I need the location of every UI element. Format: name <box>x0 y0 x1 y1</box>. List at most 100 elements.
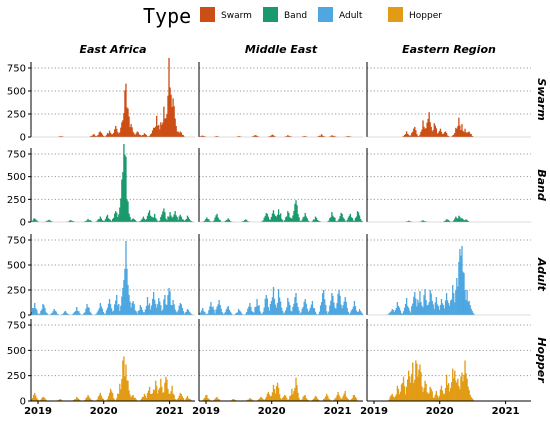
bar-hopper <box>45 399 47 401</box>
bar-adult <box>254 307 256 315</box>
bar-band <box>117 216 119 222</box>
bar-adult <box>270 301 273 315</box>
bar-adult <box>87 307 89 315</box>
bar-adult <box>172 300 174 315</box>
bar-hopper <box>389 396 391 401</box>
bar-band <box>317 220 320 222</box>
bar-adult <box>215 309 217 315</box>
bar-swarm <box>148 135 151 137</box>
bar-adult <box>317 313 320 315</box>
legend-label-swarm: Swarm <box>221 11 252 21</box>
bar-adult <box>406 305 409 315</box>
panel-eastern-region-adult <box>366 234 531 316</box>
bar-swarm <box>428 112 430 137</box>
bar-adult <box>206 314 208 315</box>
bar-adult <box>220 308 222 315</box>
x-tick-label: 2019 <box>192 406 220 417</box>
bar-band <box>301 219 303 222</box>
bar-adult <box>459 249 461 315</box>
bar-band <box>464 220 466 222</box>
bar-adult <box>89 311 91 315</box>
bar-hopper <box>390 395 392 401</box>
bar-swarm <box>347 136 349 137</box>
bar-hopper <box>180 394 182 401</box>
bar-adult <box>434 302 436 315</box>
panel-eastern-region-band <box>366 148 531 223</box>
bar-swarm <box>417 135 419 137</box>
bar-band <box>85 221 87 222</box>
bar-adult <box>218 300 220 315</box>
bar-hopper <box>333 399 335 401</box>
bar-adult <box>336 303 338 315</box>
bar-swarm <box>170 94 172 137</box>
bar-band <box>267 216 269 222</box>
bar-adult <box>86 304 88 315</box>
bar-swarm <box>413 128 415 137</box>
bar-band <box>139 221 141 222</box>
bar-adult <box>173 304 175 315</box>
bar-band <box>334 217 336 222</box>
bar-hopper <box>443 393 446 401</box>
bar-adult <box>174 309 176 315</box>
bar-adult <box>398 307 401 315</box>
bar-band <box>261 221 263 222</box>
bar-band <box>106 214 109 222</box>
bar-adult <box>129 301 131 315</box>
bar-adult <box>264 298 266 315</box>
bar-hopper <box>342 395 344 401</box>
bar-swarm <box>141 135 144 137</box>
bar-hopper <box>469 394 471 401</box>
bar-adult <box>472 312 474 315</box>
bar-hopper <box>335 397 337 401</box>
panel-eastern-region-hopper <box>366 319 531 402</box>
bar-hopper <box>184 399 187 401</box>
bar-hopper <box>164 382 166 401</box>
bar-band <box>312 219 315 222</box>
bar-band <box>318 221 321 222</box>
bar-adult <box>162 309 164 315</box>
panel-middle-east-band <box>198 148 364 223</box>
bar-swarm <box>271 134 274 137</box>
bar-hopper <box>264 398 266 401</box>
bar-band <box>350 217 353 222</box>
bar-band <box>264 215 266 222</box>
bar-hopper <box>296 385 298 401</box>
bar-hopper <box>312 398 315 401</box>
bar-band <box>296 205 298 222</box>
bar-hopper <box>128 390 130 401</box>
bar-adult <box>451 299 453 315</box>
bar-swarm <box>268 136 271 137</box>
bar-hopper <box>44 398 46 401</box>
bar-band <box>109 220 112 222</box>
bar-swarm <box>123 113 125 137</box>
bar-swarm <box>137 132 139 137</box>
bar-adult <box>37 313 39 315</box>
bar-band <box>295 200 297 222</box>
bar-hopper <box>439 389 442 401</box>
bar-adult <box>106 307 109 315</box>
bar-hopper <box>260 396 262 401</box>
x-tick-label: 2020 <box>426 406 454 417</box>
bar-hopper <box>36 397 38 401</box>
bar-hopper <box>77 398 79 401</box>
bar-adult <box>473 314 475 315</box>
bar-band <box>275 216 278 222</box>
bar-swarm <box>203 136 205 137</box>
bar-hopper <box>60 399 63 401</box>
bar-hopper <box>162 392 164 401</box>
bar-adult <box>56 313 58 315</box>
bar-band <box>98 219 100 222</box>
bar-band <box>277 209 280 222</box>
bar-adult <box>320 302 323 315</box>
bar-adult <box>353 301 356 315</box>
bar-adult <box>210 302 212 315</box>
bar-band <box>207 218 209 222</box>
bar-band <box>169 212 171 222</box>
bar-adult <box>203 311 205 315</box>
bar-adult <box>306 308 308 315</box>
bar-band <box>314 216 317 222</box>
bar-band <box>421 220 423 222</box>
bar-hopper <box>454 370 456 401</box>
bar-hopper <box>114 399 116 401</box>
bar-swarm <box>122 120 124 137</box>
